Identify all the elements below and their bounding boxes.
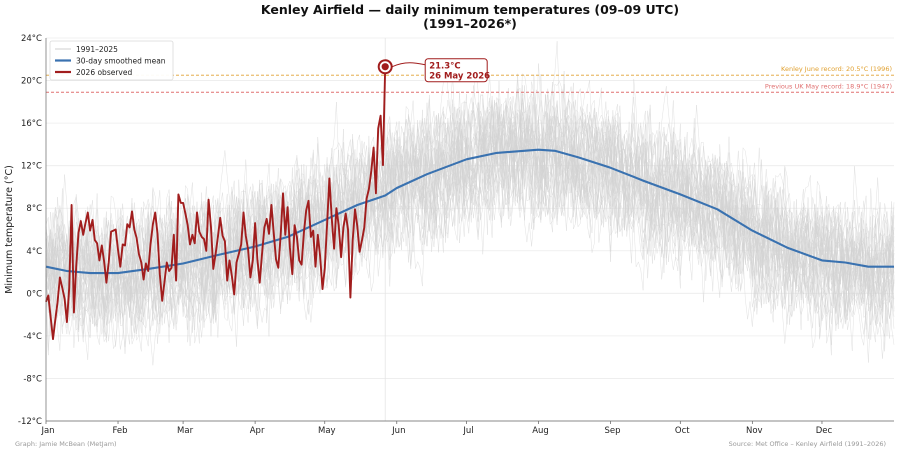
legend-label: 1991–2025: [76, 45, 118, 54]
record-line-label: Kenley June record: 20.5°C (1996): [781, 65, 892, 73]
y-tick-label: 8°C: [26, 204, 42, 214]
y-tick-label: -8°C: [23, 374, 42, 384]
legend-box: [49, 40, 174, 81]
y-tick-label: -4°C: [23, 332, 42, 342]
x-tick-label: Jan: [40, 426, 54, 436]
y-tick-label: 16°C: [21, 119, 42, 129]
historical-trace: [45, 83, 895, 348]
y-tick-label: 12°C: [21, 162, 42, 172]
historical-trace: [45, 80, 895, 352]
x-tick-label: Nov: [746, 426, 763, 436]
x-tick-label: Apr: [250, 426, 265, 436]
y-tick-label: 0°C: [26, 289, 42, 299]
x-tick-label: Dec: [816, 426, 833, 436]
historical-trace: [45, 94, 895, 363]
observed-2026-layer: [45, 66, 387, 341]
x-tick-label: Jun: [391, 426, 405, 436]
chart-title: Kenley Airfield — daily minimum temperat…: [0, 3, 900, 31]
y-tick-label: -12°C: [18, 417, 42, 427]
x-tick-label: Jul: [462, 426, 473, 436]
x-tick-label: Feb: [112, 426, 127, 436]
record-annotation: 21.3°C26 May 2026: [377, 58, 490, 83]
historical-trace: [45, 80, 895, 340]
chart-title-line-2: (1991–2026*): [423, 16, 517, 31]
legend: 1991–2025 30-day smoothed mean 2026 observ…: [49, 40, 174, 81]
axes: -12°C -8°C -4°C 0°C 4°C 8°C 12°C 16°C 20°C 24°C Ja…: [4, 34, 894, 436]
x-tick-label: Mar: [177, 426, 194, 436]
graph-credit: Graph: Jamie McBean (MetJam): [15, 440, 117, 448]
callout-date: 26 May 2026: [429, 72, 490, 82]
callout-temperature: 21.3°C: [429, 62, 460, 72]
historical-trace: [45, 101, 895, 351]
observed-2026-line: [45, 114, 384, 341]
historical-trace: [45, 97, 895, 351]
historical-trace: [45, 73, 895, 339]
legend-label: 30-day smoothed mean: [76, 57, 166, 66]
record-line-label: Previous UK May record: 18.9°C (1947): [765, 82, 892, 90]
y-tick-label: 20°C: [21, 77, 42, 87]
source-credit: Source: Met Office – Kenley Airfield (19…: [728, 440, 886, 448]
legend-label: 2026 observed: [76, 68, 132, 77]
x-tick-label: Aug: [532, 426, 549, 436]
y-tick-label: 24°C: [21, 34, 42, 44]
record-reference-lines: Kenley June record: 20.5°C (1996) Previou…: [46, 65, 894, 93]
x-tick-label: Sep: [605, 426, 621, 436]
callout-connector: [391, 62, 426, 68]
x-tick-label: May: [318, 426, 336, 436]
y-tick-label: 4°C: [26, 247, 42, 257]
x-tick-label: Oct: [675, 426, 690, 436]
callout-box: [424, 58, 488, 83]
chart-title-line-1: Kenley Airfield — daily minimum temperat…: [260, 2, 680, 17]
record-marker-dot: [381, 63, 389, 71]
y-axis-title: Minimum temperature (°C): [4, 165, 15, 294]
historical-traces-1991-2025: [45, 41, 895, 366]
observed-2026-surge-line: [381, 66, 387, 166]
